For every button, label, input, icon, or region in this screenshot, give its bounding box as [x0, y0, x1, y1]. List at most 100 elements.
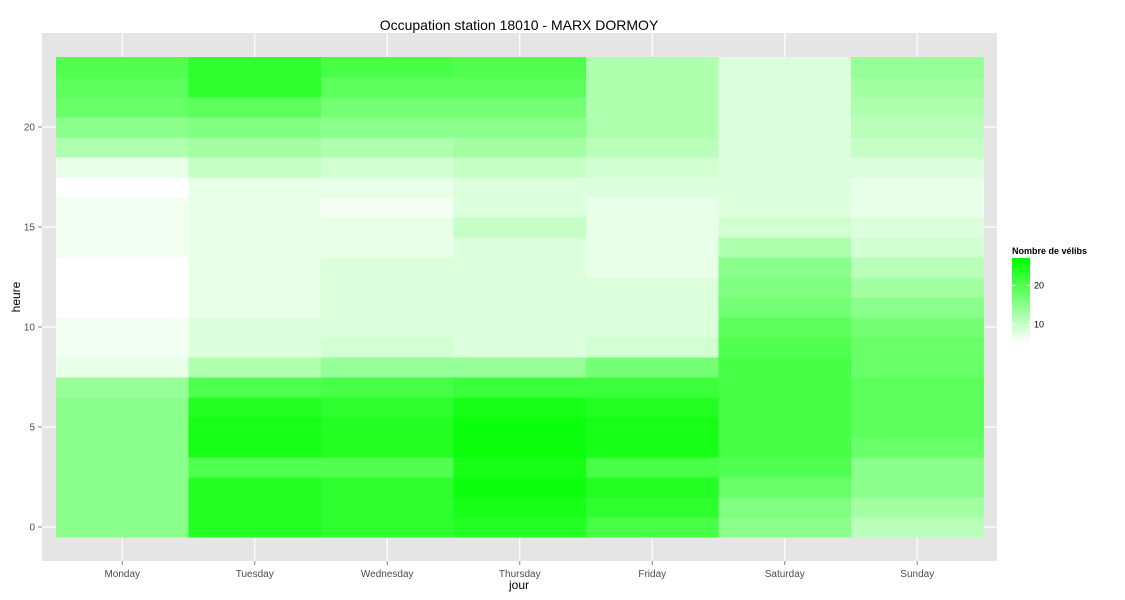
legend-color-step [1012, 324, 1030, 328]
legend-color-step [1012, 283, 1030, 287]
legend-title: Nombre de vélibs [1012, 246, 1087, 256]
heatmap-tile-friday-11 [586, 297, 719, 318]
heatmap-tile-sunday-8 [851, 357, 984, 378]
heatmap-tile-sunday-2 [851, 477, 984, 498]
heatmap-tile-saturday-16 [718, 197, 852, 218]
legend-color-step [1012, 322, 1030, 326]
legend-tick-label: 20 [1034, 280, 1044, 290]
heatmap-tile-thursday-3 [453, 457, 587, 478]
heatmap-tile-friday-0 [586, 517, 719, 538]
legend-color-step [1012, 296, 1030, 300]
heatmap-tile-thursday-9 [453, 337, 587, 358]
heatmap-tile-sunday-11 [851, 297, 984, 318]
legend-color-step [1012, 258, 1030, 261]
legend-color-step [1012, 281, 1030, 285]
heatmap-tile-tuesday-23 [188, 57, 322, 78]
legend-color-step [1012, 335, 1030, 339]
y-axis: 0 5 10 15 20 [24, 123, 42, 534]
x-tick-label: Wednesday [361, 569, 414, 580]
heatmap-tile-thursday-22 [453, 77, 587, 98]
heatmap-tile-friday-21 [586, 97, 719, 118]
heatmap-tile-saturday-13 [718, 257, 852, 278]
heatmap-tile-thursday-18 [453, 157, 587, 178]
heatmap-tile-friday-1 [586, 497, 719, 518]
legend-color-step [1012, 270, 1030, 274]
x-axis-title: jour [508, 578, 529, 592]
heatmap-tile-saturday-23 [718, 57, 852, 78]
heatmap-tile-saturday-18 [718, 157, 852, 178]
heatmap-tile-wednesday-2 [321, 477, 454, 498]
heatmap-tile-thursday-1 [453, 497, 587, 518]
heatmap-tile-friday-16 [586, 197, 719, 218]
heatmap-tile-wednesday-23 [321, 57, 454, 78]
heatmap-tile-friday-7 [586, 377, 719, 398]
heatmap-tile-thursday-4 [453, 437, 587, 458]
legend-color-step [1012, 305, 1030, 309]
legend-color-step [1012, 318, 1030, 321]
y-tick-label: 15 [24, 223, 36, 234]
heatmap-tile-monday-19 [56, 137, 189, 158]
heatmap-tile-monday-9 [56, 337, 189, 358]
heatmap-tile-thursday-20 [453, 117, 587, 138]
heatmap-tile-thursday-2 [453, 477, 587, 498]
heatmap-tile-thursday-16 [453, 197, 587, 218]
heatmap-tile-saturday-2 [718, 477, 852, 498]
heatmap-tile-monday-0 [56, 517, 189, 538]
heatmap-tile-tuesday-1 [188, 497, 322, 518]
legend-color-step [1012, 311, 1030, 315]
heatmap-tile-wednesday-14 [321, 237, 454, 258]
heatmap-tile-saturday-21 [718, 97, 852, 118]
heatmap-tile-monday-10 [56, 317, 189, 338]
heatmap-tile-tuesday-10 [188, 317, 322, 338]
heatmap-tile-friday-2 [586, 477, 719, 498]
heatmap-tile-saturday-4 [718, 437, 852, 458]
legend-color-step [1012, 313, 1030, 317]
heatmap-tile-tuesday-2 [188, 477, 322, 498]
heatmap-tile-tuesday-7 [188, 377, 322, 398]
legend-color-step [1012, 279, 1030, 283]
heatmap-tile-tuesday-17 [188, 177, 322, 198]
heatmap-tile-monday-5 [56, 417, 189, 438]
heatmap-tile-thursday-19 [453, 137, 587, 158]
heatmap-tile-tuesday-3 [188, 457, 322, 478]
heatmap-tile-friday-5 [586, 417, 719, 438]
heatmap-tile-sunday-1 [851, 497, 984, 518]
chart-title: Occupation station 18010 - MARX DORMOY [380, 17, 659, 33]
heatmap-tile-thursday-21 [453, 97, 587, 118]
legend-color-step [1012, 316, 1030, 319]
heatmap-tile-wednesday-4 [321, 437, 454, 458]
legend-color-step [1012, 273, 1030, 276]
heatmap-tile-friday-17 [586, 177, 719, 198]
heatmap-tile-saturday-3 [718, 457, 852, 478]
legend-color-step [1012, 285, 1030, 289]
heatmap-tile-wednesday-6 [321, 397, 454, 418]
heatmap-tile-monday-14 [56, 237, 189, 258]
heatmap-tile-tuesday-12 [188, 277, 322, 298]
heatmap-tile-wednesday-8 [321, 357, 454, 378]
legend-color-step [1012, 292, 1030, 296]
legend-color-step [1012, 328, 1030, 332]
heatmap-tile-thursday-12 [453, 277, 587, 298]
heatmap-tile-saturday-14 [718, 237, 852, 258]
heatmap-tile-sunday-19 [851, 137, 984, 158]
x-tick-label: Sunday [900, 569, 934, 580]
heatmap-tile-saturday-19 [718, 137, 852, 158]
legend: Nombre de vélibs 10 20 [1012, 246, 1087, 345]
heatmap-tile-saturday-7 [718, 377, 852, 398]
heatmap-tile-sunday-4 [851, 437, 984, 458]
x-tick-label: Thursday [499, 569, 541, 580]
heatmap-tile-monday-22 [56, 77, 189, 98]
y-tick-label: 20 [24, 123, 36, 134]
legend-color-step [1012, 341, 1030, 345]
heatmap-tile-wednesday-10 [321, 317, 454, 338]
x-tick-label: Monday [104, 569, 140, 580]
heatmap-tile-sunday-12 [851, 277, 984, 298]
heatmap-tile-friday-13 [586, 257, 719, 278]
legend-color-step [1012, 326, 1030, 330]
heatmap-tile-monday-7 [56, 377, 189, 398]
heatmap-tile-wednesday-13 [321, 257, 454, 278]
heatmap-tile-sunday-13 [851, 257, 984, 278]
legend-color-step [1012, 303, 1030, 306]
heatmap-tile-friday-12 [586, 277, 719, 298]
heatmap-tile-saturday-10 [718, 317, 852, 338]
